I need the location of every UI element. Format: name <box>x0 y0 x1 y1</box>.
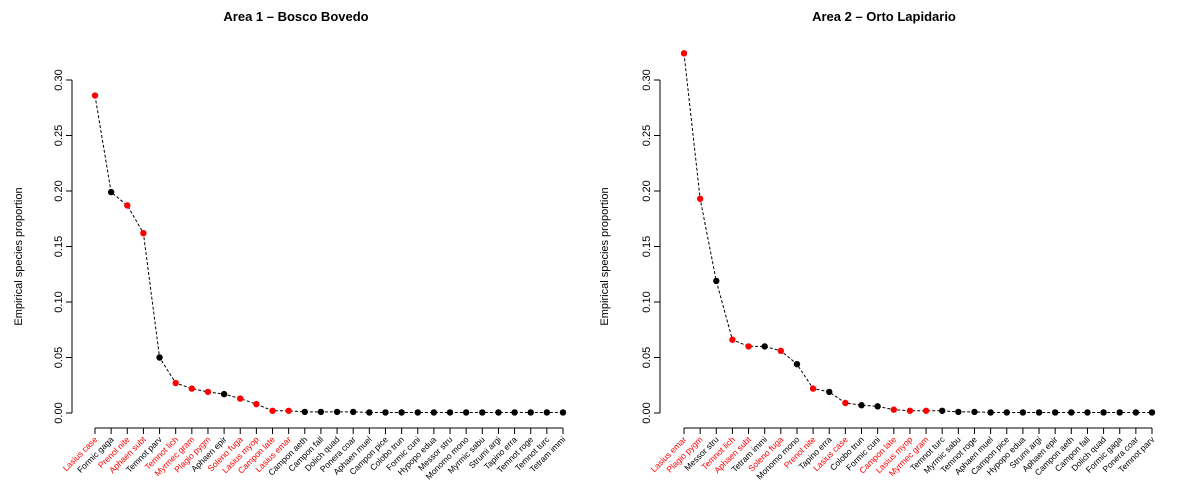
data-point <box>301 408 308 416</box>
data-point <box>761 343 768 350</box>
data-point <box>858 402 865 409</box>
data-point <box>745 343 752 350</box>
data-point <box>559 409 567 416</box>
data-point <box>971 408 978 416</box>
data-point <box>955 408 962 416</box>
chart-title: Area 1 – Bosco Bovedo <box>223 9 368 24</box>
data-point <box>446 409 454 416</box>
data-point <box>842 399 849 407</box>
y-tick-label: 0.20 <box>53 180 65 201</box>
y-tick-label: 0.20 <box>641 180 653 201</box>
data-point <box>107 188 115 196</box>
data-point <box>479 409 486 416</box>
data-point <box>1068 409 1075 416</box>
data-point <box>696 195 704 202</box>
data-point <box>1100 409 1107 416</box>
data-point <box>527 409 534 416</box>
data-point <box>793 360 801 368</box>
series-line <box>94 95 563 413</box>
data-point <box>398 409 405 416</box>
data-point <box>172 379 179 387</box>
data-point <box>156 354 163 361</box>
data-point <box>1148 409 1156 416</box>
data-point <box>220 390 228 398</box>
data-point <box>495 409 502 416</box>
y-tick-label: 0.05 <box>53 347 65 368</box>
data-point <box>237 395 244 402</box>
data-point <box>430 409 438 416</box>
series-line <box>683 53 1152 413</box>
data-point <box>826 388 833 396</box>
data-point <box>269 407 276 414</box>
data-point <box>91 92 99 99</box>
data-point <box>1051 409 1059 416</box>
data-point <box>350 408 357 416</box>
data-point <box>874 403 881 410</box>
data-point <box>285 407 292 414</box>
data-point <box>713 277 720 285</box>
data-point <box>188 385 196 392</box>
data-point <box>317 408 325 416</box>
data-point <box>462 409 470 416</box>
chart-area-2: Area 2 – Orto Lapidario Empirical species… <box>599 9 1157 482</box>
data-point <box>809 385 817 392</box>
data-point <box>253 400 260 408</box>
y-tick-label: 0.15 <box>641 236 653 257</box>
data-point <box>777 347 785 355</box>
data-point <box>987 409 994 416</box>
data-point <box>511 409 518 416</box>
y-tick-label: 0.30 <box>641 69 653 90</box>
data-point <box>939 407 946 414</box>
data-point <box>1084 409 1091 416</box>
y-tick-label: 0.05 <box>641 347 653 368</box>
y-tick-label: 0.15 <box>53 236 65 257</box>
data-point <box>333 408 341 416</box>
chart-area-1: Area 1 – Bosco Bovedo Empirical species p… <box>13 9 567 482</box>
data-point <box>680 50 688 57</box>
y-tick-label: 0.25 <box>641 125 653 146</box>
data-point <box>1003 409 1010 416</box>
y-axis-label: Empirical species proportion <box>13 187 25 325</box>
y-tick-label: 0.00 <box>641 402 653 423</box>
data-point <box>140 229 147 237</box>
data-point <box>366 409 373 416</box>
chart-title: Area 2 – Orto Lapidario <box>812 9 956 24</box>
y-tick-label: 0.25 <box>53 125 65 146</box>
data-point <box>1132 409 1140 416</box>
data-point <box>1019 409 1027 416</box>
data-point <box>1116 409 1123 416</box>
data-point <box>922 407 930 414</box>
y-tick-label: 0.30 <box>53 69 65 90</box>
data-point <box>729 336 736 343</box>
data-point <box>1035 409 1043 416</box>
data-point <box>906 407 914 414</box>
y-tick-label: 0.10 <box>641 291 653 312</box>
y-axis-label: Empirical species proportion <box>599 187 611 325</box>
y-tick-label: 0.00 <box>53 402 65 423</box>
data-point <box>414 409 421 416</box>
data-point <box>382 409 389 416</box>
data-point <box>124 202 131 209</box>
data-point <box>204 388 212 396</box>
data-point <box>890 406 897 413</box>
y-tick-label: 0.10 <box>53 291 65 312</box>
data-point <box>543 409 551 416</box>
